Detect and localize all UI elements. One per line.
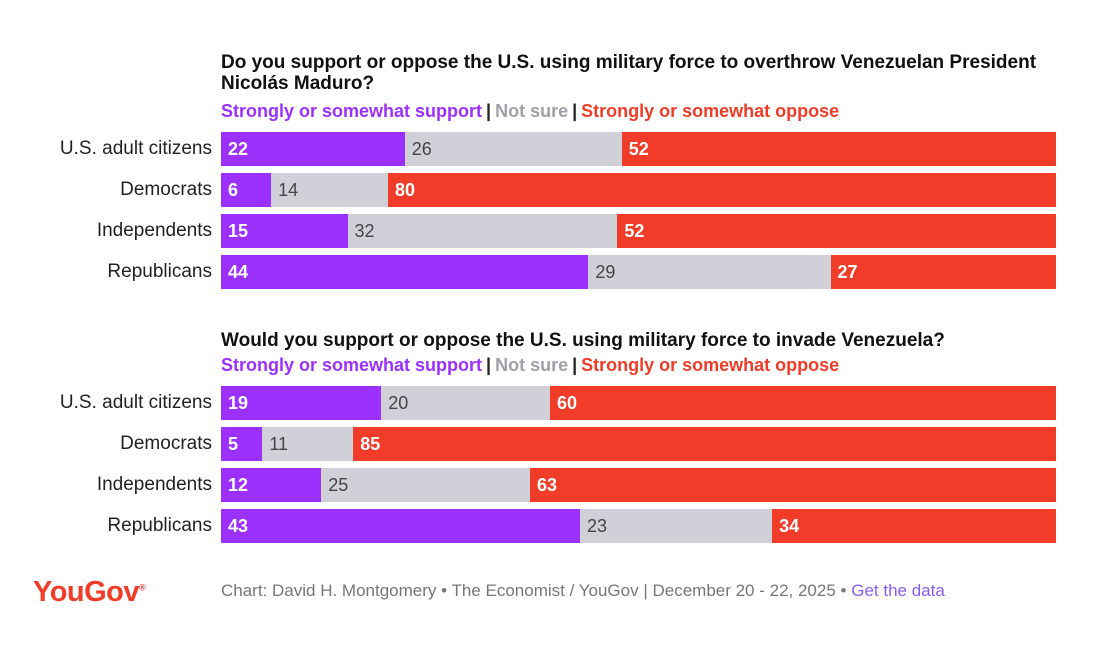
stacked-bar: 44 29 27 — [221, 255, 1056, 289]
category-label: U.S. adult citizens — [59, 392, 212, 413]
legend-separator: | — [486, 355, 492, 375]
support-segment: 15 — [221, 214, 348, 248]
category-label: Republicans — [107, 261, 212, 282]
value-label: 15 — [228, 221, 249, 241]
bar-row: U.S. adult citizens 22 26 52 — [0, 132, 1104, 166]
yougov-logo: YouGov® — [33, 576, 146, 609]
category-label: Democrats — [120, 433, 212, 454]
stacked-bar: 43 23 34 — [221, 509, 1056, 543]
legend-separator: | — [572, 355, 578, 375]
stacked-bar: 6 14 80 — [221, 173, 1056, 207]
bar-row: Independents 15 32 52 — [0, 214, 1104, 248]
oppose-segment: 60 — [549, 386, 1056, 420]
value-label: 14 — [278, 180, 299, 200]
bar-row: Democrats 6 14 80 — [0, 173, 1104, 207]
legend-separator: | — [486, 101, 492, 121]
not-sure-segment: 25 — [321, 468, 530, 502]
stacked-bar: 5 11 85 — [221, 427, 1056, 461]
legend-support: Strongly or somewhat support — [221, 355, 483, 375]
support-segment: 5 — [221, 427, 263, 461]
bar-row: Democrats 5 11 85 — [0, 427, 1104, 461]
legend-oppose: Strongly or somewhat oppose — [581, 101, 840, 121]
chart-2-question: Would you support or oppose the U.S. usi… — [221, 330, 945, 351]
support-segment: 43 — [221, 509, 581, 543]
oppose-segment: 63 — [529, 468, 1056, 502]
value-label: 27 — [837, 262, 858, 282]
value-label: 5 — [228, 434, 239, 454]
value-label: 80 — [395, 180, 416, 200]
value-label: 52 — [624, 221, 645, 241]
value-label: 22 — [228, 139, 249, 159]
not-sure-segment: 23 — [580, 509, 773, 543]
bar-row: Independents 12 25 63 — [0, 468, 1104, 502]
registered-mark: ® — [139, 582, 146, 593]
not-sure-segment: 11 — [262, 427, 354, 461]
oppose-segment: 34 — [772, 509, 1056, 543]
chart-1-question: Do you support or oppose the U.S. using … — [221, 52, 1037, 94]
legend-not-sure: Not sure — [495, 101, 569, 121]
value-label: 29 — [595, 262, 616, 282]
value-label: 25 — [328, 475, 349, 495]
bar-row: Republicans 44 29 27 — [0, 255, 1104, 289]
value-label: 34 — [779, 516, 800, 536]
chart-2-legend: Strongly or somewhat support | Not sure | St… — [221, 354, 839, 376]
value-label: 26 — [411, 139, 432, 159]
value-label: 6 — [228, 180, 239, 200]
not-sure-segment: 32 — [347, 214, 618, 248]
legend-separator: | — [572, 101, 578, 121]
value-label: 43 — [228, 516, 249, 536]
support-segment: 12 — [221, 468, 322, 502]
value-label: 60 — [556, 393, 577, 413]
stacked-bar: 19 20 60 — [221, 386, 1056, 420]
category-label: Independents — [96, 474, 212, 495]
stacked-bar: 12 25 63 — [221, 468, 1056, 502]
yougov-logo-text: YouGov — [33, 576, 140, 608]
value-label: 11 — [269, 434, 289, 454]
oppose-segment: 80 — [388, 173, 1056, 207]
chart-1-legend: Strongly or somewhat support | Not sure | St… — [221, 100, 839, 122]
stacked-bar: 15 32 52 — [221, 214, 1056, 248]
value-label: 63 — [536, 475, 557, 495]
support-segment: 22 — [221, 132, 405, 166]
support-segment: 44 — [221, 255, 589, 289]
oppose-segment: 52 — [617, 214, 1056, 248]
support-segment: 6 — [221, 173, 272, 207]
oppose-segment: 27 — [830, 255, 1056, 289]
get-the-data-link[interactable]: Get the data — [851, 581, 945, 600]
oppose-segment: 52 — [621, 132, 1056, 166]
legend-support: Strongly or somewhat support — [221, 101, 483, 121]
support-segment: 19 — [221, 386, 382, 420]
category-label: U.S. adult citizens — [59, 138, 212, 159]
stacked-bar: 22 26 52 — [221, 132, 1056, 166]
not-sure-segment: 26 — [404, 132, 622, 166]
category-label: Independents — [96, 220, 212, 241]
legend-oppose: Strongly or somewhat oppose — [581, 355, 840, 375]
value-label: 52 — [628, 139, 649, 159]
not-sure-segment: 14 — [271, 173, 388, 207]
value-label: 23 — [587, 516, 608, 536]
value-label: 20 — [388, 393, 409, 413]
value-label: 32 — [354, 221, 375, 241]
not-sure-segment: 20 — [381, 386, 550, 420]
category-label: Republicans — [107, 515, 212, 536]
value-label: 12 — [228, 475, 249, 495]
credit-text: Chart: David H. Montgomery • The Economi… — [221, 581, 847, 600]
source-credit: Chart: David H. Montgomery • The Economi… — [221, 581, 945, 601]
bar-row: Republicans 43 23 34 — [0, 509, 1104, 543]
value-label: 44 — [228, 262, 249, 282]
value-label: 85 — [360, 434, 381, 454]
category-label: Democrats — [120, 179, 212, 200]
not-sure-segment: 29 — [588, 255, 831, 289]
legend-not-sure: Not sure — [495, 355, 569, 375]
bar-row: U.S. adult citizens 19 20 60 — [0, 386, 1104, 420]
oppose-segment: 85 — [353, 427, 1056, 461]
value-label: 19 — [228, 393, 249, 413]
